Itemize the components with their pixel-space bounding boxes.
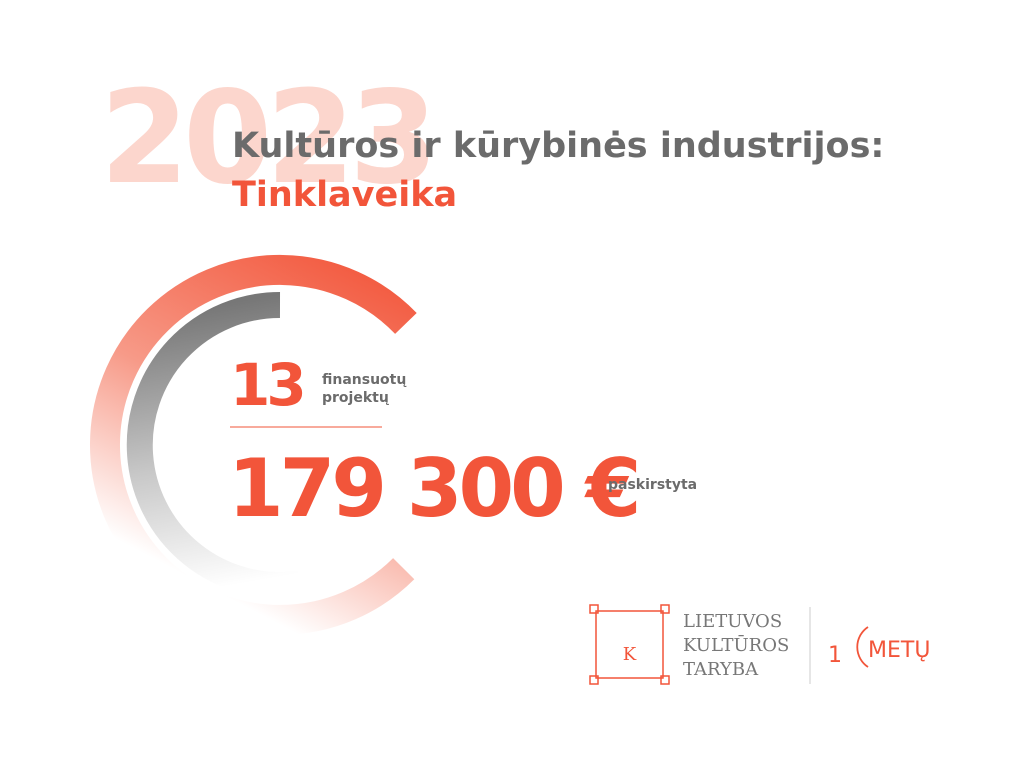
title: Kultūros ir kūrybinės industrijos: [232,126,884,166]
logo: K LIETUVOS KULTŪROS TARYBA 1 METŲ [589,604,930,685]
stat-label: finansuotų [322,372,407,388]
logo-text: LIETUVOS [683,611,782,632]
anniversary-digit: 1 [828,643,842,668]
logo-corner [660,604,670,614]
anniversary-zero [856,626,869,668]
logo-corner [589,604,599,614]
stat-label: paskirstyta [608,477,697,493]
outer-arc [89,254,417,635]
inner-arc [126,291,302,598]
logo-text: KULTŪROS [683,633,789,656]
logo-corner [589,675,599,685]
anniversary-text: METŲ [868,638,930,663]
subtitle: Tinklaveika [232,175,457,215]
background-year: 2023 [100,64,432,213]
logo-frame [595,610,664,679]
stat-value: 13 [230,351,303,419]
logo-text: TARYBA [683,659,759,680]
stat-label: projektų [322,390,390,406]
logo-letter: K [623,644,637,665]
stat-value: 179 300 € [228,442,637,535]
logo-corner [660,675,670,685]
